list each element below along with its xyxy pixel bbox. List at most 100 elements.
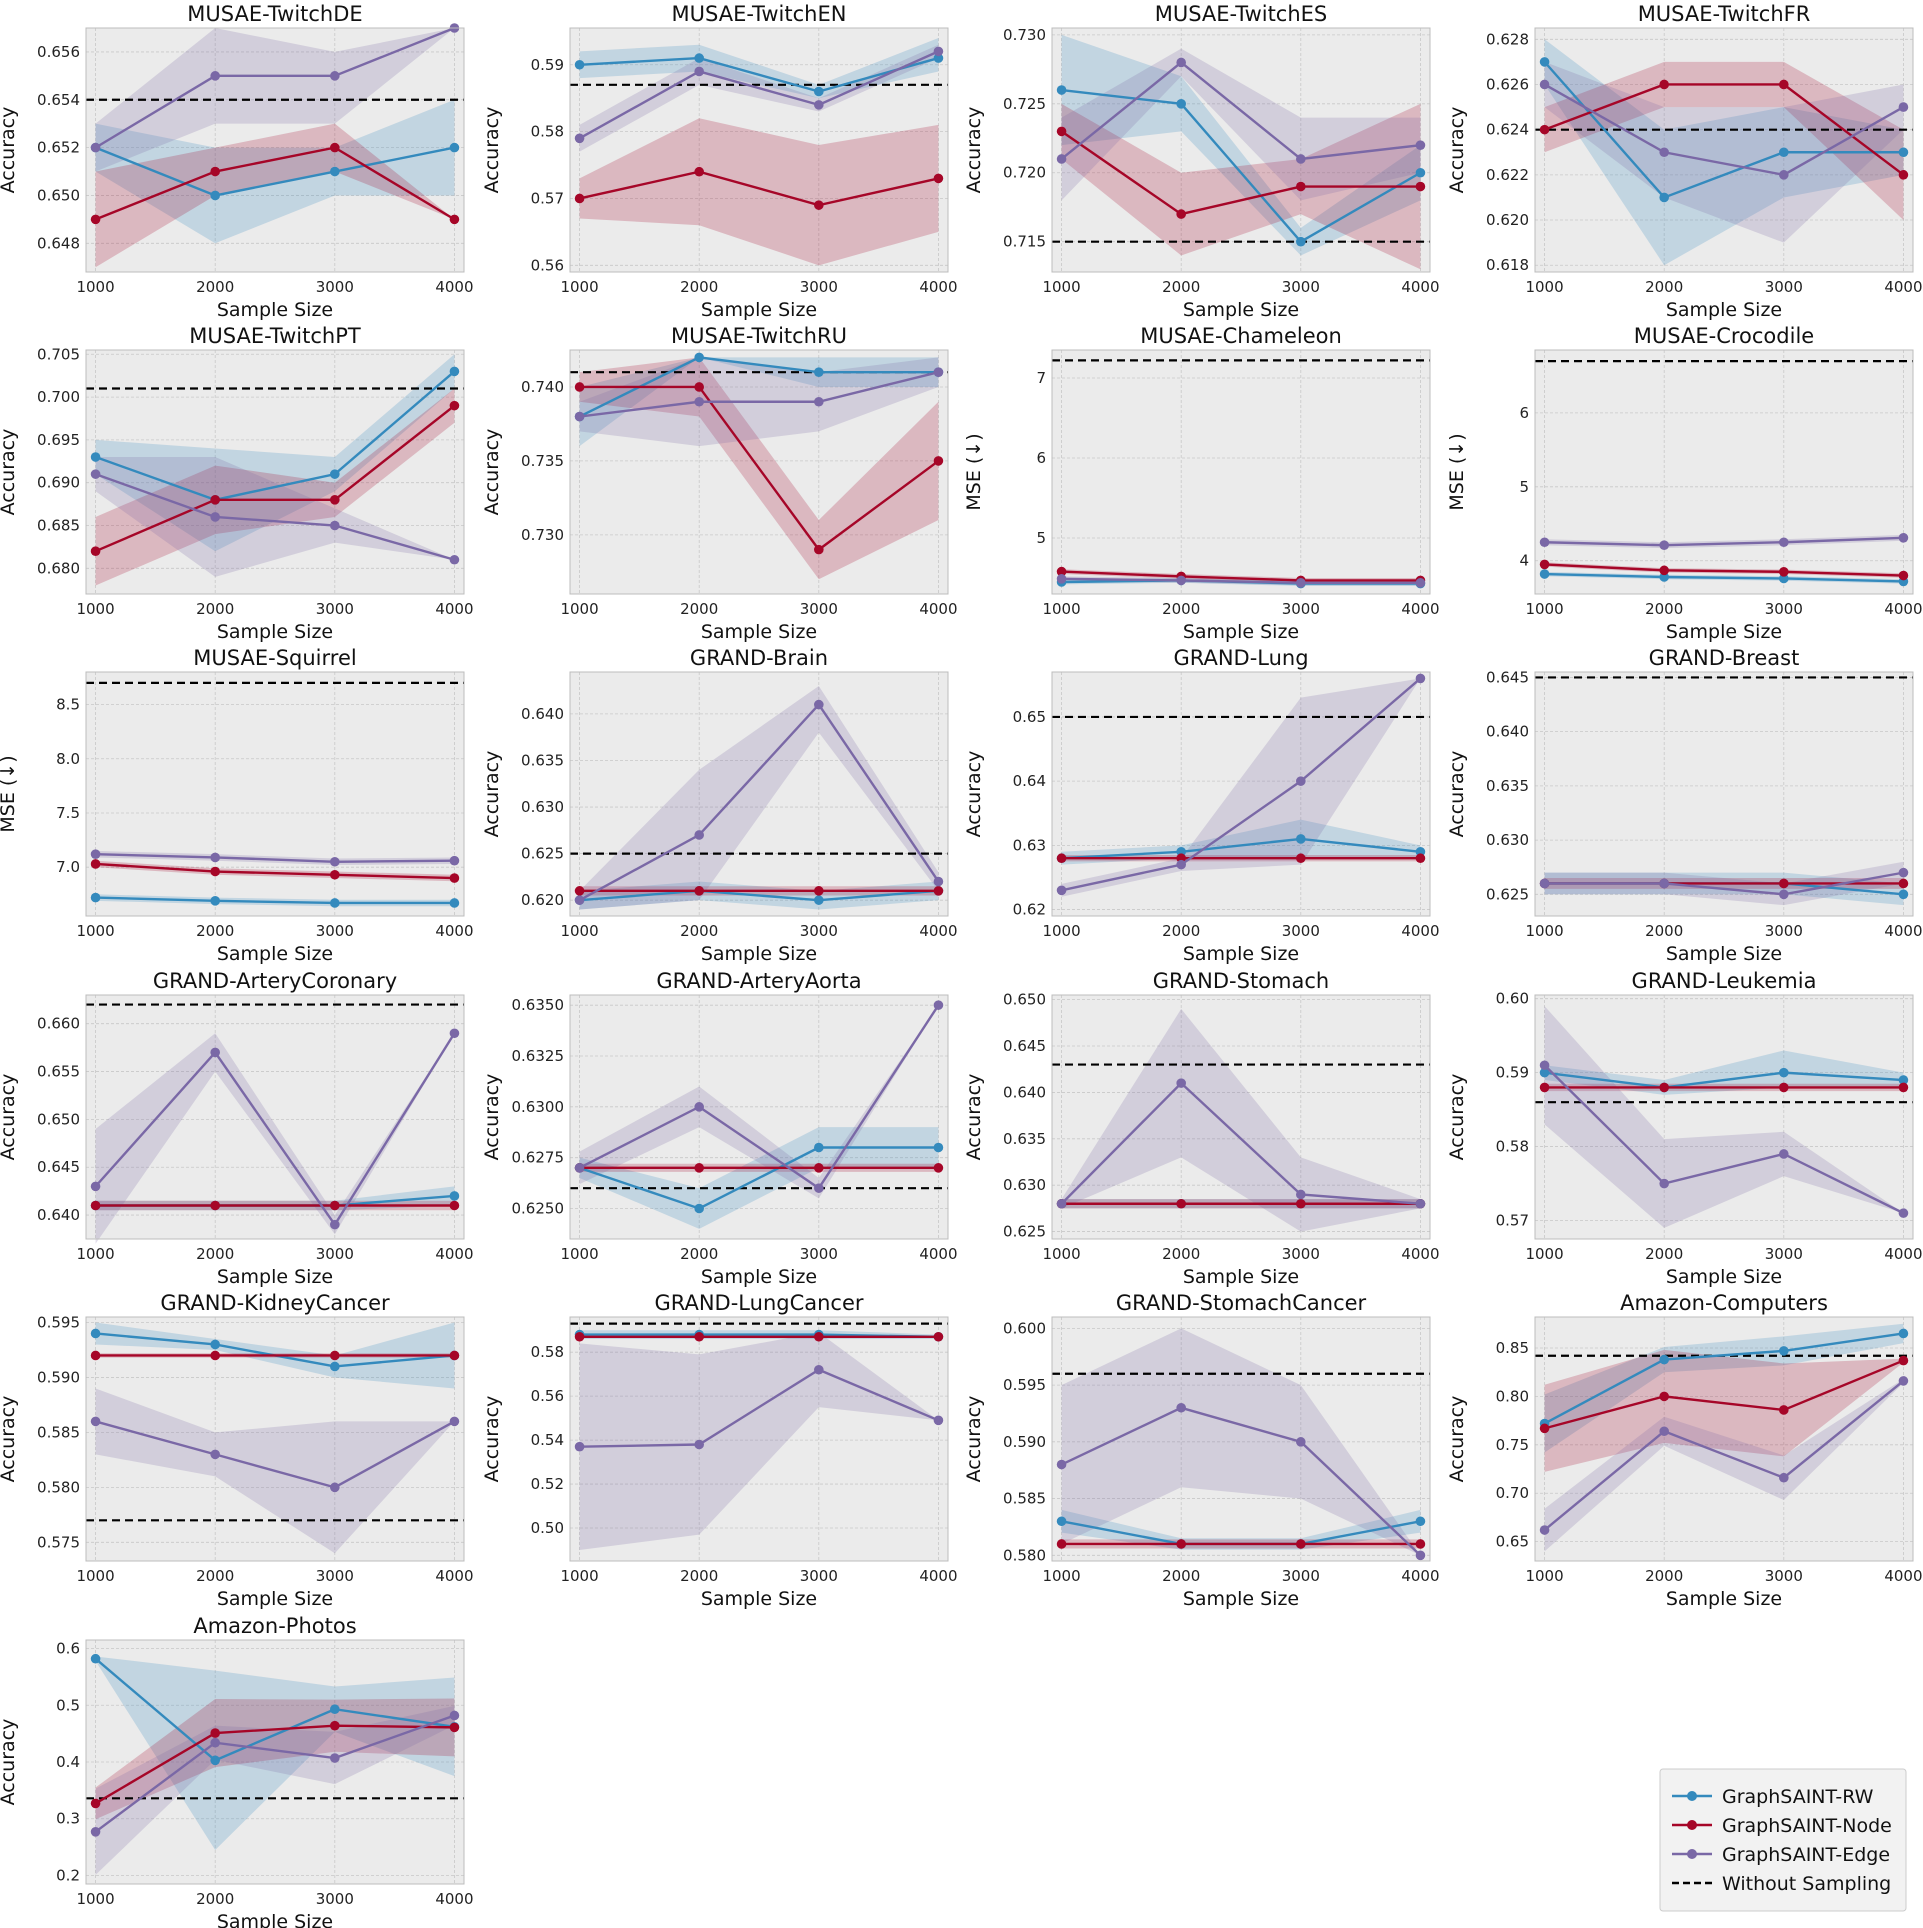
panel-grand-leukemia-ylabel: Accuracy <box>1446 1074 1468 1161</box>
panel-musae-twitchpt-ytick-label: 0.690 <box>37 474 80 492</box>
panel-musae-crocodile-point-graphsaint-rw-1000 <box>1539 569 1550 579</box>
panel-musae-twitchde-ytick-label: 0.654 <box>37 91 80 109</box>
panel-grand-stomachcancer-xtick-label: 2000 <box>1162 1567 1200 1585</box>
panel-grand-arteryaorta-ytick-label: 0.6350 <box>512 996 565 1014</box>
panel-musae-twitchfr-xtick-label: 4000 <box>1884 278 1922 296</box>
panel-musae-twitchde-point-graphsaint-edge-2000 <box>210 71 220 81</box>
panel-grand-lung-point-graphsaint-edge-2000 <box>1176 859 1186 870</box>
panel-grand-lung-xtick-label: 3000 <box>1282 922 1320 940</box>
panel-musae-crocodile-ytick-label: 6 <box>1519 404 1529 422</box>
panel-amazon-photos-line-graphsaint-rw <box>94 1657 455 1762</box>
panel-grand-lungcancer-point-graphsaint-edge-4000 <box>933 1415 944 1426</box>
panel-musae-crocodile-point-graphsaint-rw-2000 <box>1659 572 1669 582</box>
panel-musae-squirrel-point-graphsaint-edge-4000 <box>449 855 460 866</box>
panel-musae-twitchru-title: MUSAE-TwitchRU <box>671 324 847 348</box>
panel-grand-lungcancer-point-graphsaint-node-1000 <box>574 1331 585 1342</box>
panel-musae-twitchen-plot-area <box>570 28 948 272</box>
panel-grand-leukemia-point-graphsaint-edge-4000 <box>1898 1208 1909 1218</box>
panel-musae-twitchpt-line-graphsaint-edge <box>95 473 455 561</box>
panel-musae-chameleon-point-graphsaint-edge-1000 <box>1056 574 1067 584</box>
panel-grand-stomach-point-graphsaint-node-2000 <box>1176 1198 1186 1209</box>
panel-grand-lungcancer-frame <box>569 1316 949 1562</box>
panel-grand-breast-frame <box>1534 671 1914 917</box>
panel-musae-twitchfr-point-graphsaint-node-3000 <box>1779 79 1789 90</box>
panel-amazon-photos-line-graphsaint-node <box>94 1724 455 1805</box>
panel-grand-arterycoronary: 0.640 0.645 0.650 0.655 0.660 1000 2000 3000 400… <box>0 969 474 1288</box>
panel-musae-crocodile-xtick-label: 3000 <box>1765 600 1803 618</box>
panel-grand-stomach-xtick-label: 2000 <box>1162 1245 1200 1263</box>
panel-grand-arterycoronary-xtick-label: 3000 <box>316 1245 354 1263</box>
panel-musae-twitches-point-graphsaint-node-3000 <box>1296 181 1306 192</box>
panel-musae-twitches-ylabel: Accuracy <box>963 107 985 194</box>
panel-musae-twitchen-band-graphsaint-node <box>579 118 939 266</box>
panel-grand-kidneycancer-xlabel: Sample Size <box>217 1588 333 1610</box>
panel-amazon-computers-xtick-label: 1000 <box>1525 1567 1563 1585</box>
panel-musae-chameleon-ylabel: MSE (↓) <box>963 433 985 510</box>
panel-musae-twitchde-band-graphsaint-rw <box>95 99 455 244</box>
panel-musae-twitchde-plot-area <box>86 28 464 272</box>
panel-musae-twitches-xtick-label: 1000 <box>1042 278 1080 296</box>
panel-grand-stomachcancer-line-graphsaint-edge <box>1061 1406 1422 1557</box>
panel-musae-crocodile-point-graphsaint-node-1000 <box>1539 559 1550 570</box>
panel-musae-twitchru-point-graphsaint-rw-2000 <box>694 352 704 363</box>
panel-grand-stomachcancer-point-graphsaint-rw-4000 <box>1415 1516 1426 1527</box>
panel-musae-crocodile-ytick-label: 5 <box>1519 478 1529 496</box>
panel-grand-breast: 0.625 0.630 0.635 0.640 0.645 1000 2000 3000 400… <box>1446 646 1923 965</box>
panel-grand-breast-ytick-label: 0.635 <box>1486 777 1529 795</box>
panel-musae-twitchde-title: MUSAE-TwitchDE <box>187 2 362 26</box>
panel-grand-leukemia-point-graphsaint-node-2000 <box>1659 1082 1669 1093</box>
panel-grand-brain-point-graphsaint-edge-3000 <box>814 699 824 710</box>
panel-grand-arteryaorta-point-graphsaint-rw-4000 <box>933 1142 944 1153</box>
panel-amazon-photos-point-graphsaint-node-1000 <box>90 1798 101 1809</box>
panel-grand-leukemia-xtick-label: 1000 <box>1525 1245 1563 1263</box>
panel-grand-kidneycancer-ytick-label: 0.575 <box>37 1533 80 1551</box>
panel-musae-crocodile-frame <box>1534 349 1914 595</box>
panel-musae-crocodile-ytick-label: 4 <box>1519 552 1529 570</box>
panel-musae-squirrel-plot-area <box>86 672 464 916</box>
panel-grand-lung-point-graphsaint-edge-3000 <box>1296 776 1306 786</box>
panel-musae-chameleon-title: MUSAE-Chameleon <box>1140 324 1342 348</box>
panel-musae-twitchde-ytick-label: 0.652 <box>37 139 80 157</box>
panel-grand-brain-point-graphsaint-node-1000 <box>574 886 585 896</box>
panel-amazon-photos-xtick-label: 1000 <box>76 1890 114 1908</box>
panel-musae-twitchde-band-graphsaint-node <box>95 123 455 268</box>
panel-grand-lungcancer-point-graphsaint-edge-2000 <box>694 1439 704 1450</box>
panel-grand-leukemia-ytick-label: 0.58 <box>1496 1138 1529 1156</box>
panel-grand-lungcancer-xtick-label: 4000 <box>919 1567 957 1585</box>
panel-musae-twitchen-point-graphsaint-rw-1000 <box>574 59 585 70</box>
panel-musae-twitchde-frame <box>85 27 465 273</box>
panel-grand-leukemia-ytick-label: 0.60 <box>1496 990 1529 1008</box>
panel-grand-lung-xlabel: Sample Size <box>1183 943 1299 965</box>
panel-grand-brain-line-graphsaint-rw <box>579 889 939 902</box>
panel-grand-stomach-plot-area <box>1052 995 1430 1239</box>
panel-musae-twitchfr: 0.618 0.620 0.622 0.624 0.626 0.628 1000 2000 30… <box>1446 2 1923 321</box>
panel-amazon-computers-point-graphsaint-rw-2000 <box>1659 1354 1669 1365</box>
panel-musae-squirrel-title: MUSAE-Squirrel <box>193 646 356 670</box>
panel-grand-lungcancer-xtick-label: 2000 <box>680 1567 718 1585</box>
panel-grand-kidneycancer-xtick-label: 4000 <box>435 1567 473 1585</box>
panel-musae-chameleon-xtick-label: 2000 <box>1162 600 1200 618</box>
panel-musae-twitches-point-graphsaint-node-2000 <box>1176 209 1186 219</box>
panel-grand-breast-point-graphsaint-node-4000 <box>1898 878 1909 889</box>
panel-musae-twitchde-ytick-label: 0.650 <box>37 186 80 204</box>
panel-musae-twitchru-point-graphsaint-edge-3000 <box>814 396 824 407</box>
panel-amazon-photos-xtick-label: 3000 <box>316 1890 354 1908</box>
panel-musae-chameleon-line-graphsaint-node <box>1061 570 1421 582</box>
panel-musae-squirrel-xlabel: Sample Size <box>217 943 333 965</box>
panel-amazon-computers-point-graphsaint-node-3000 <box>1779 1405 1789 1415</box>
panel-amazon-photos-ytick-label: 0.4 <box>56 1753 80 1771</box>
panel-amazon-computers-ytick-label: 0.70 <box>1496 1484 1529 1502</box>
panel-amazon-computers-band-graphsaint-node <box>1544 1349 1904 1472</box>
panel-amazon-photos-point-graphsaint-rw-1000 <box>90 1653 101 1664</box>
panel-amazon-computers-frame <box>1534 1316 1914 1562</box>
panel-musae-chameleon-point-graphsaint-edge-4000 <box>1415 578 1426 588</box>
panel-grand-leukemia-point-graphsaint-edge-1000 <box>1539 1060 1550 1071</box>
panel-grand-arteryaorta-xtick-label: 2000 <box>680 1245 718 1263</box>
panel-grand-kidneycancer-ytick-label: 0.585 <box>37 1423 80 1441</box>
panel-grand-breast-xtick-label: 3000 <box>1765 922 1803 940</box>
panel-musae-twitches-ytick-label: 0.725 <box>1003 95 1046 113</box>
panel-grand-lung-point-graphsaint-edge-4000 <box>1415 673 1426 684</box>
panel-amazon-computers-band-graphsaint-edge <box>1544 1378 1904 1552</box>
panel-musae-twitchpt-xtick-label: 2000 <box>196 600 234 618</box>
panel-musae-squirrel-xtick-label: 3000 <box>316 922 354 940</box>
